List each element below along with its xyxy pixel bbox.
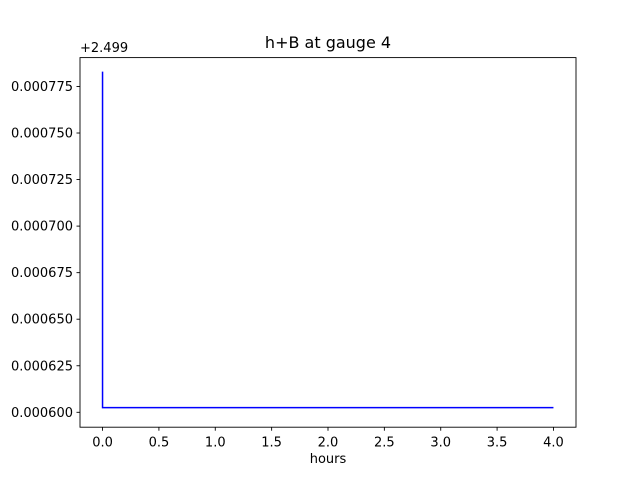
y-tick-label: 0.000650 (11, 313, 73, 328)
y-tick-label: 0.000725 (11, 173, 73, 188)
x-axis: 0.0 0.5 1.0 1.5 2.0 2.5 3.0 3.5 4.0 (92, 427, 564, 451)
x-tick-label: 2.0 (318, 436, 339, 451)
x-tick-label: 4.0 (543, 436, 564, 451)
x-tick-label: 0.5 (149, 436, 170, 451)
x-tick-label: 3.0 (430, 436, 451, 451)
x-tick-label: 1.0 (205, 436, 226, 451)
y-tick-label: 0.000625 (11, 359, 73, 374)
y-tick-label: 0.000775 (11, 80, 73, 95)
x-axis-label: hours (310, 452, 347, 467)
plot-area (80, 57, 576, 428)
x-tick-label: 3.5 (487, 436, 508, 451)
chart-title: h+B at gauge 4 (265, 33, 391, 52)
y-axis-offset-label: +2.499 (80, 41, 128, 56)
y-tick-label: 0.000675 (11, 266, 73, 281)
x-tick-label: 1.5 (261, 436, 282, 451)
y-tick-label: 0.000700 (11, 220, 73, 235)
axes-spines (79, 57, 577, 428)
x-tick-label: 2.5 (374, 436, 395, 451)
x-tick-label: 0.0 (92, 436, 113, 451)
y-tick-label: 0.000600 (11, 406, 73, 421)
data-line-series (101, 71, 554, 409)
y-tick-label: 0.000750 (11, 127, 73, 142)
y-axis: 0.000600 0.000625 0.000650 0.000675 0.000700… (11, 80, 80, 421)
